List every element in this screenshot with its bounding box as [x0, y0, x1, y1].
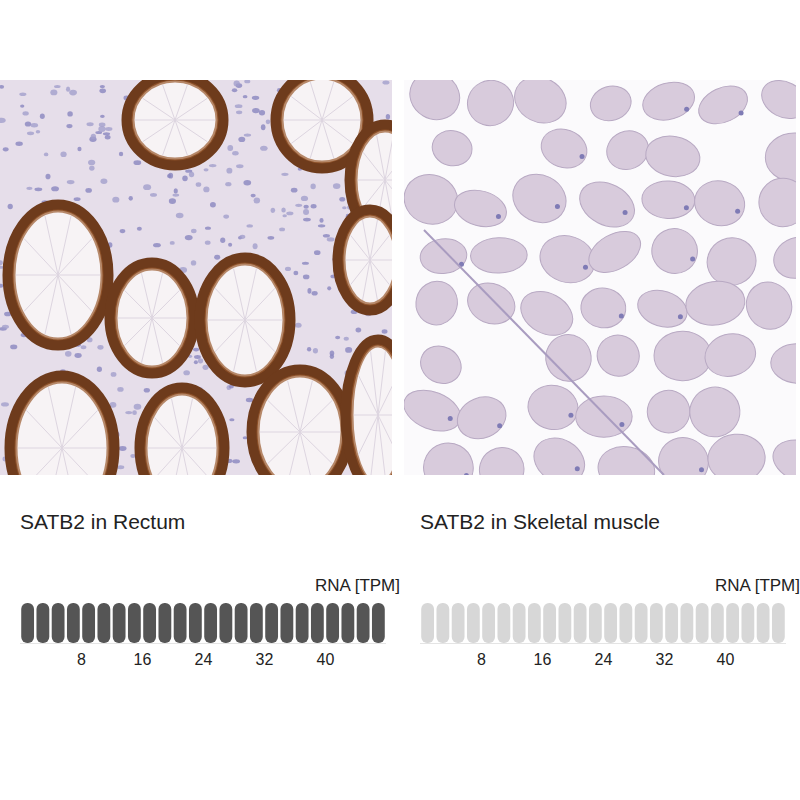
- html-text:SATB2 in Rectum: SATB2 in Rectum: [20, 510, 186, 533]
- html-text:SATB2 in Skeletal muscle: SATB2 in Skeletal muscle: [420, 510, 660, 533]
- svg-text:8: 8: [77, 651, 86, 668]
- svg-text:40: 40: [717, 651, 735, 668]
- html-text:RNA [TPM]: RNA [TPM]: [715, 576, 800, 595]
- svg-text:8: 8: [477, 651, 486, 668]
- svg-text:24: 24: [595, 651, 613, 668]
- svg-text:32: 32: [256, 651, 274, 668]
- svg-text:16: 16: [534, 651, 552, 668]
- svg-text:24: 24: [195, 651, 213, 668]
- html-text:RNA [TPM]: RNA [TPM]: [315, 576, 400, 595]
- svg-text:40: 40: [317, 651, 335, 668]
- svg-text:16: 16: [134, 651, 152, 668]
- svg-text:32: 32: [656, 651, 674, 668]
